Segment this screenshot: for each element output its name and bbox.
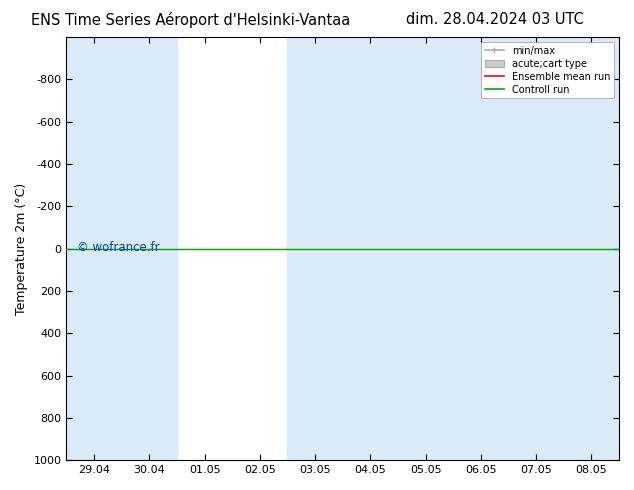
Bar bbox=[508, 37, 619, 460]
Y-axis label: Temperature 2m (°C): Temperature 2m (°C) bbox=[15, 182, 28, 315]
Text: ENS Time Series Aéroport d'Helsinki-Vantaa: ENS Time Series Aéroport d'Helsinki-Vant… bbox=[30, 12, 350, 28]
Bar bbox=[287, 37, 508, 460]
Title: ENS Time Series Aéroport d'Helsinki-Vantaa          dim. 28.04.2024 03 UTC: ENS Time Series Aéroport d'Helsinki-Vant… bbox=[0, 489, 1, 490]
Legend: min/max, acute;cart type, Ensemble mean run, Controll run: min/max, acute;cart type, Ensemble mean … bbox=[481, 42, 614, 98]
Text: dim. 28.04.2024 03 UTC: dim. 28.04.2024 03 UTC bbox=[406, 12, 583, 27]
Text: © wofrance.fr: © wofrance.fr bbox=[77, 241, 160, 254]
Bar bbox=[67, 37, 177, 460]
